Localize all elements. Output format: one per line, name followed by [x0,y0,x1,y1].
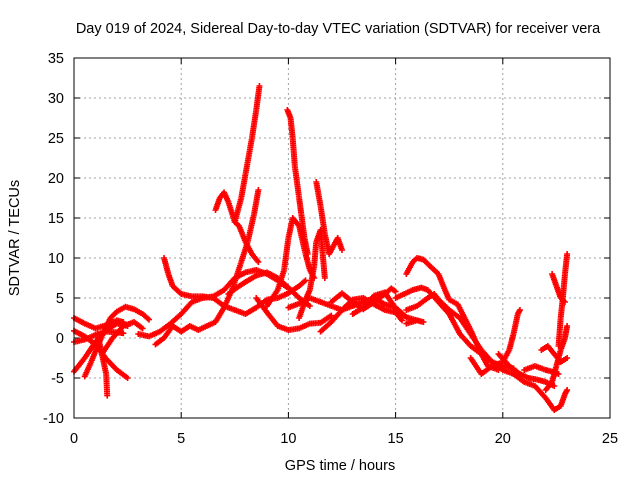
series-track-q [296,227,328,321]
data-point-marker [555,371,562,377]
y-axis-label: SDTVAR / TECUs [7,180,23,296]
data-point-marker [564,323,571,329]
x-tick-label: 25 [602,431,618,447]
data-point-marker [392,288,399,295]
data-point-marker [120,330,127,337]
series-track-v [349,289,410,321]
y-tick-label: 15 [48,211,64,227]
series-track-r [313,179,345,257]
series-track-af [542,323,571,393]
data-point-marker [403,314,410,321]
series-track-z [403,255,502,373]
axes: -10 -5 0 5 10 15 20 25 30 35 0 5 10 15 20 25 [43,51,618,447]
data-point-marker [139,325,146,332]
y-tick-label: 25 [48,131,64,147]
series-track-g [98,319,146,357]
data-point-marker [255,187,262,193]
data-point-marker [564,251,571,257]
series-track-aa [467,307,523,377]
data-point-marker [302,277,309,284]
data-point-marker [495,367,502,373]
x-tick-label: 5 [177,431,185,447]
data-point-marker [255,259,262,265]
series-track-l [231,83,263,225]
data-point-marker [124,375,131,381]
x-tick-label: 15 [388,431,404,447]
y-tick-label: 0 [56,331,64,347]
data-point-marker [551,383,558,389]
y-tick-label: 10 [48,251,64,267]
series-track-h [135,267,292,340]
data-point-marker [399,317,406,324]
chart-title: Day 019 of 2024, Sidereal Day-to-day VTE… [76,21,601,37]
series-track-n [253,295,335,333]
y-tick-label: 30 [48,91,64,107]
plot-frame [73,57,611,419]
data-points [71,83,571,413]
data-point-marker [104,392,111,399]
data-point-marker [306,303,313,309]
series-track-p [284,107,311,257]
y-tick-label: 5 [56,291,64,307]
data-point-marker [321,275,328,281]
data-point-marker [304,251,311,257]
y-tick-label: 20 [48,171,64,187]
data-point-marker [564,355,571,361]
x-tick-label: 0 [70,431,78,447]
x-tick-label: 20 [495,431,511,447]
data-point-marker [564,387,571,393]
data-point-marker [339,247,345,253]
y-tick-label: 35 [48,51,64,67]
data-point-marker [328,312,335,319]
y-tick-label: -5 [51,371,64,387]
series-track-ah [555,251,571,349]
x-axis-label: GPS time / hours [285,458,395,474]
series-track-ac [510,371,571,413]
data-point-marker [516,307,523,313]
data-point-marker [256,83,263,89]
series-track-w [403,317,427,327]
data-point-marker [146,316,153,323]
x-tick-label: 10 [280,431,296,447]
data-point-marker [420,319,427,325]
y-tick-label: -10 [43,411,64,427]
